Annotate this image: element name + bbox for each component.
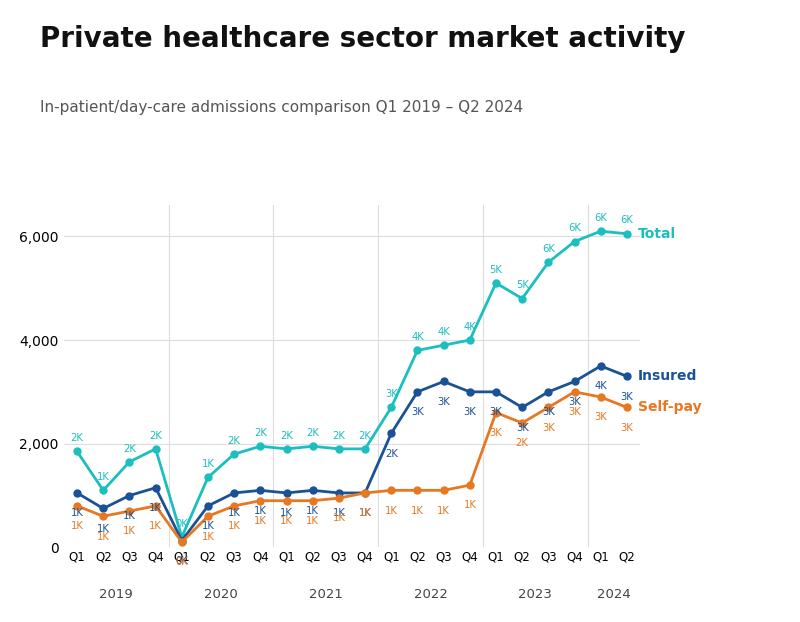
- Text: 4K: 4K: [438, 327, 450, 337]
- Text: 1K: 1K: [254, 516, 267, 526]
- Text: 3K: 3K: [463, 407, 476, 417]
- Text: 1K: 1K: [333, 508, 346, 518]
- Text: 1K: 1K: [97, 472, 110, 482]
- Text: 6K: 6K: [568, 223, 581, 233]
- Text: 2K: 2K: [516, 439, 529, 448]
- Text: 2K: 2K: [280, 430, 293, 440]
- Text: 0K: 0K: [175, 556, 188, 566]
- Text: 0K: 0K: [175, 519, 188, 529]
- Text: 2K: 2K: [123, 443, 136, 453]
- Text: 1K: 1K: [254, 506, 267, 516]
- Text: Private healthcare sector market activity: Private healthcare sector market activit…: [40, 25, 686, 53]
- Text: 2020: 2020: [204, 588, 238, 601]
- Text: 2021: 2021: [309, 588, 342, 601]
- Text: 1K: 1K: [411, 506, 424, 516]
- Text: 1K: 1K: [280, 508, 293, 518]
- Text: 3K: 3K: [621, 392, 634, 402]
- Text: 2024: 2024: [597, 588, 630, 601]
- Text: 2K: 2K: [149, 430, 162, 440]
- Text: 2K: 2K: [306, 428, 319, 438]
- Text: 3K: 3K: [621, 423, 634, 433]
- Text: 3K: 3K: [594, 412, 607, 422]
- Text: 1K: 1K: [385, 506, 398, 516]
- Text: 1K: 1K: [97, 532, 110, 542]
- Text: 0K: 0K: [175, 557, 188, 567]
- Text: 4K: 4K: [463, 322, 476, 332]
- Text: 3K: 3K: [542, 407, 554, 417]
- Text: 2023: 2023: [518, 588, 552, 601]
- Text: 3K: 3K: [385, 389, 398, 399]
- Text: 3K: 3K: [568, 397, 581, 407]
- Text: Total: Total: [638, 227, 676, 241]
- Text: In-patient/day-care admissions comparison Q1 2019 – Q2 2024: In-patient/day-care admissions compariso…: [40, 100, 523, 114]
- Text: 1K: 1K: [463, 501, 476, 511]
- Text: 2K: 2K: [70, 433, 83, 443]
- Text: 1K: 1K: [149, 503, 162, 513]
- Text: 1K: 1K: [123, 511, 136, 521]
- Text: 3K: 3K: [490, 407, 502, 417]
- Text: 4K: 4K: [411, 332, 424, 342]
- Text: 1K: 1K: [149, 521, 162, 531]
- Text: 1K: 1K: [358, 508, 371, 518]
- Text: 1K: 1K: [70, 521, 83, 531]
- Text: 1K: 1K: [123, 526, 136, 536]
- Text: 2K: 2K: [254, 428, 267, 438]
- Text: 3K: 3K: [438, 397, 450, 407]
- Text: 3K: 3K: [490, 428, 502, 438]
- Text: 1K: 1K: [306, 516, 319, 526]
- Text: 3K: 3K: [411, 407, 424, 417]
- Text: 1K: 1K: [202, 532, 214, 542]
- Text: 1K: 1K: [202, 521, 214, 531]
- Text: 1K: 1K: [202, 459, 214, 469]
- Text: 2022: 2022: [414, 588, 447, 601]
- Text: 6K: 6K: [621, 215, 634, 225]
- Text: 1K: 1K: [70, 508, 83, 518]
- Text: 1K: 1K: [358, 508, 371, 518]
- Text: 3K: 3K: [516, 423, 529, 433]
- Text: 2K: 2K: [358, 430, 371, 440]
- Text: 2K: 2K: [385, 448, 398, 458]
- Text: 4K: 4K: [594, 381, 607, 391]
- Text: 1K: 1K: [228, 508, 241, 518]
- Text: 5K: 5K: [516, 281, 529, 290]
- Text: 2K: 2K: [333, 430, 346, 440]
- Text: 6K: 6K: [542, 244, 555, 254]
- Text: 1K: 1K: [97, 524, 110, 534]
- Text: 2019: 2019: [99, 588, 134, 601]
- Text: 3K: 3K: [568, 407, 581, 417]
- Text: Self-pay: Self-pay: [638, 401, 702, 414]
- Text: 1K: 1K: [333, 513, 346, 523]
- Text: 1K: 1K: [228, 521, 241, 531]
- Text: 2K: 2K: [228, 436, 241, 446]
- Text: 5K: 5K: [490, 265, 502, 275]
- Text: 1K: 1K: [437, 506, 450, 516]
- Text: 1K: 1K: [280, 516, 293, 526]
- Text: 6K: 6K: [594, 213, 607, 223]
- Text: Insured: Insured: [638, 369, 698, 383]
- Text: 3K: 3K: [542, 423, 554, 433]
- Text: 1K: 1K: [306, 506, 319, 516]
